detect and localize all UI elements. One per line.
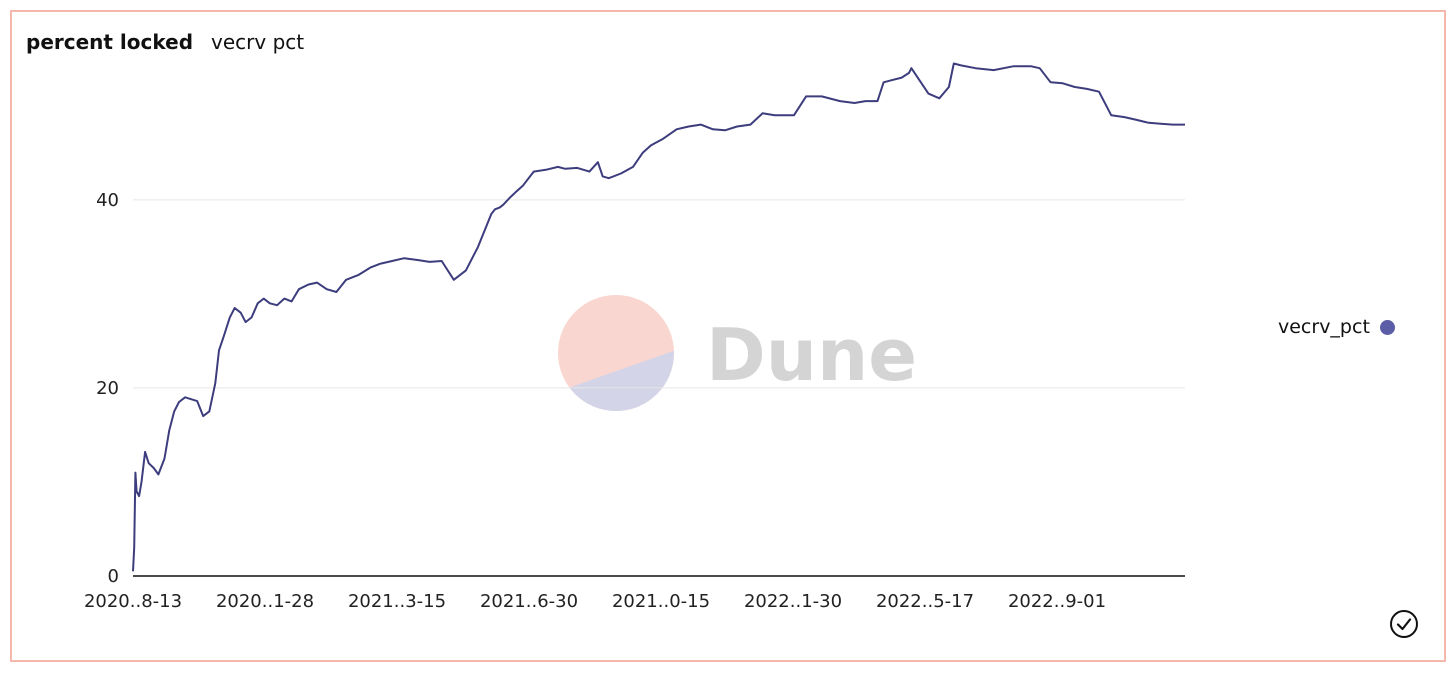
legend-label: vecrv_pct — [1278, 316, 1370, 338]
series-line-vecrv-pct — [132, 62, 1185, 572]
chart-card: percent locked vecrv pct — [10, 10, 1446, 662]
x-tick-label: 2020..8-13 — [84, 591, 182, 612]
dune-watermark: Dune — [558, 295, 917, 411]
x-axis-labels: 2020..8-13 2020..1-28 2021..3-15 2021..6-30… — [84, 591, 1106, 612]
check-circle-icon[interactable] — [1389, 609, 1419, 639]
legend-marker — [1379, 319, 1395, 335]
y-tick-label: 0 — [108, 566, 119, 587]
x-tick-label: 2021..6-30 — [480, 591, 578, 612]
x-tick-label: 2021..3-15 — [348, 591, 446, 612]
y-tick-label: 20 — [96, 378, 119, 399]
y-axis-labels: 0 20 40 — [96, 190, 119, 587]
gridlines — [133, 199, 1185, 389]
x-tick-label: 2022..5-17 — [876, 591, 974, 612]
chart-title: percent locked — [26, 30, 194, 54]
x-tick-label: 2022..1-30 — [744, 591, 842, 612]
legend[interactable]: vecrv_pct — [1278, 316, 1395, 338]
watermark-text: Dune — [706, 313, 917, 397]
card-header: percent locked vecrv pct — [26, 30, 304, 54]
y-tick-label: 40 — [96, 190, 119, 211]
x-tick-label: 2022..9-01 — [1008, 591, 1106, 612]
chart-subtitle: vecrv pct — [211, 30, 305, 54]
x-tick-label: 2020..1-28 — [216, 591, 314, 612]
x-tick-label: 2021..0-15 — [612, 591, 710, 612]
